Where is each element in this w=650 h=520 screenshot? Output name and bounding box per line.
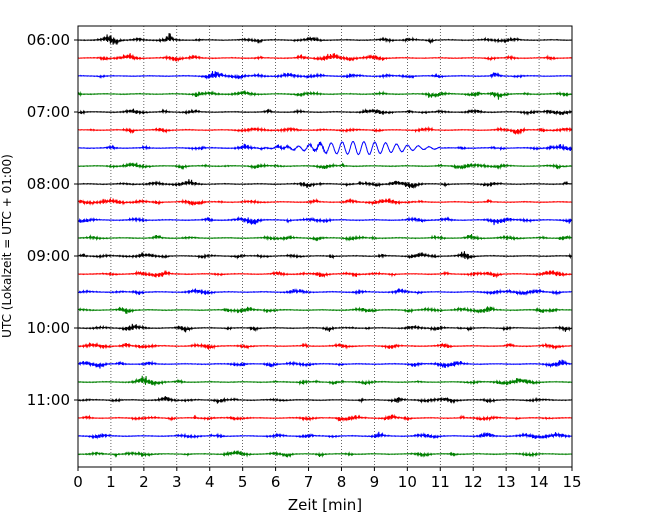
y-tick-label-10:00: 10:00 [27, 319, 70, 337]
x-tick-label-2: 2 [139, 473, 149, 491]
x-tick-label-6: 6 [271, 473, 281, 491]
trace-0845 [77, 233, 573, 242]
x-axis: 0 1 2 3 4 5 6 7 8 9 10 11 12 13 14 15 [73, 467, 582, 491]
y-tick-label-09:00: 09:00 [27, 247, 70, 265]
trace-0830 [77, 215, 573, 226]
trace-0800 [77, 179, 573, 189]
y-tick-label-08:00: 08:00 [27, 175, 70, 193]
y-axis: 06:00 07:00 08:00 09:00 10:00 11:00 [27, 31, 78, 409]
trace-0730 [77, 140, 573, 156]
y-tick-label-07:00: 07:00 [27, 103, 70, 121]
x-tick-label-12: 12 [464, 473, 483, 491]
x-tick-label-14: 14 [530, 473, 549, 491]
trace-0600 [77, 33, 573, 45]
x-tick-label-15: 15 [562, 473, 581, 491]
x-tick-label-7: 7 [304, 473, 314, 491]
trace-1145 [77, 450, 573, 459]
trace-group [77, 33, 573, 459]
trace-0700 [77, 108, 573, 116]
plot-frame [77, 25, 573, 468]
x-tick-label-1: 1 [106, 473, 116, 491]
x-tick-label-3: 3 [172, 473, 182, 491]
y-tick-label-11:00: 11:00 [27, 391, 70, 409]
y-tick-label-06:00: 06:00 [27, 31, 70, 49]
x-tick-label-13: 13 [497, 473, 516, 491]
trace-1100 [77, 395, 573, 404]
x-tick-label-8: 8 [337, 473, 347, 491]
x-tick-label-4: 4 [205, 473, 215, 491]
x-tick-label-9: 9 [370, 473, 380, 491]
trace-0615 [77, 53, 573, 62]
trace-0715 [77, 125, 573, 136]
y-axis-label: UTC (Lokalzeit = UTC + 01:00) [0, 154, 14, 338]
trace-0630 [77, 71, 573, 81]
trace-0645 [77, 90, 573, 100]
trace-1030 [77, 359, 573, 369]
trace-0745 [77, 162, 573, 171]
trace-1015 [77, 342, 573, 351]
trace-0915 [77, 270, 573, 279]
x-axis-label: Zeit [min] [288, 496, 362, 514]
trace-0945 [77, 306, 573, 314]
trace-1130 [77, 431, 573, 440]
trace-1115 [77, 413, 573, 423]
trace-1045 [77, 375, 573, 386]
trace-0900 [77, 251, 573, 260]
x-tick-label-0: 0 [73, 473, 83, 491]
trace-0930 [77, 287, 573, 296]
x-tick-label-10: 10 [398, 473, 417, 491]
x-tick-label-5: 5 [238, 473, 248, 491]
x-tick-label-11: 11 [431, 473, 450, 491]
trace-0815 [77, 197, 573, 206]
trace-1000 [77, 323, 573, 333]
